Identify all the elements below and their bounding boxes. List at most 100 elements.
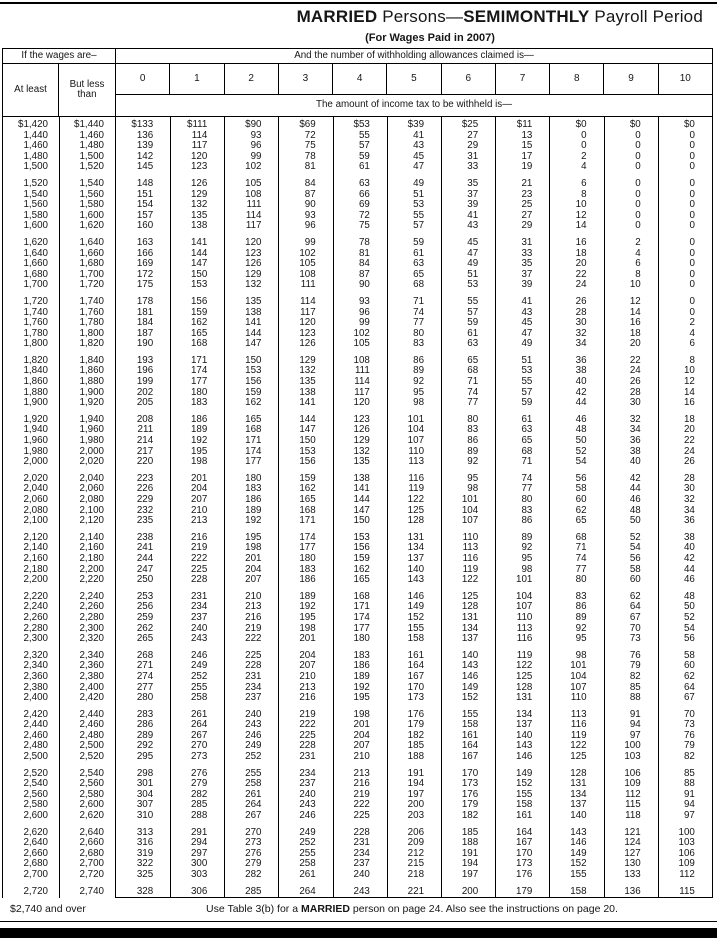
table-row: 2,120 2,140 238 216 195 174 153 131 110 89 68 52 38 (3, 532, 712, 544)
cell: 207 (190, 494, 208, 505)
cell: 231 (299, 751, 316, 763)
cell: 131 (516, 692, 533, 704)
cell: 2,540 (23, 778, 48, 790)
cell: 124 (624, 837, 641, 849)
cell: 20 (575, 258, 587, 270)
cell: 185 (407, 740, 425, 752)
cell: 41 (413, 129, 425, 141)
cell: 1,980 (23, 445, 48, 457)
grid-line (278, 117, 279, 898)
cell: 28 (683, 472, 695, 484)
cell: 223 (136, 472, 154, 484)
cell: 74 (521, 472, 533, 484)
cell: 146 (570, 837, 587, 849)
cell: $11 (516, 119, 533, 130)
cell: 123 (245, 247, 262, 259)
cell: 0 (635, 220, 641, 232)
cell: 62 (629, 590, 641, 602)
cell: 96 (250, 140, 262, 152)
cell: 96 (304, 220, 316, 232)
row-group: 2,220 2,240 253 231 210 189 168 146 125 104 83 62 48… (3, 590, 712, 645)
cell: 54 (575, 456, 587, 468)
cell: 95 (521, 552, 533, 564)
cell: 1,480 (23, 150, 48, 162)
cell: 174 (190, 365, 208, 377)
cell: 2,180 (23, 563, 48, 575)
cell: 84 (358, 258, 370, 270)
cell: 45 (413, 150, 425, 162)
cell: 1,600 (23, 220, 48, 232)
cell: 189 (190, 424, 208, 436)
cell: 116 (462, 552, 479, 564)
cell: 30 (629, 397, 641, 409)
cell: 179 (461, 799, 479, 811)
cell: 13 (521, 129, 533, 141)
cell: 182 (461, 810, 479, 822)
cell: 37 (521, 268, 533, 280)
cell: 222 (190, 552, 208, 564)
cell: 34 (575, 338, 587, 350)
grid-line (115, 117, 116, 898)
cell: 30 (575, 317, 587, 329)
cell: 67 (683, 692, 695, 704)
cell: 33 (467, 161, 479, 173)
cell: 92 (467, 456, 479, 468)
cell: 137 (516, 719, 533, 731)
cell: 101 (461, 494, 479, 505)
table-row: 2,460 2,480 289 267 246 225 204 182 161 140 119 97 7… (3, 729, 712, 742)
cell: 1,880 (23, 386, 48, 398)
cell: 0 (689, 188, 695, 200)
cell: 2,440 (23, 719, 48, 731)
cell: 71 (575, 542, 587, 554)
cell: 51 (521, 354, 533, 366)
cell: 1,540 (23, 188, 48, 200)
cell: 2,200 (23, 574, 48, 586)
table-row: 1,520 1,540 148 126 105 84 63 49 35 21 6 0 0 (3, 177, 712, 190)
cell: 42 (575, 386, 587, 398)
cell: 105 (353, 338, 370, 350)
cell: 32 (629, 413, 641, 425)
cell: 70 (629, 622, 641, 634)
cell: 98 (467, 483, 479, 495)
cell: 2,440 (79, 708, 104, 720)
cell: 270 (190, 740, 208, 752)
cell: 255 (190, 681, 208, 693)
cell: 2,380 (79, 670, 104, 682)
cell: $25 (461, 119, 479, 130)
cell: 49 (467, 258, 479, 270)
cell: 158 (516, 799, 533, 811)
table-row: 1,780 1,800 187 165 144 123 102 80 61 47 32 18 4 (3, 328, 712, 340)
cell: 210 (245, 590, 262, 602)
cell: 134 (461, 622, 479, 634)
cell: 253 (136, 590, 154, 602)
cell: 43 (413, 140, 425, 152)
cell: 211 (137, 424, 154, 436)
cell: 204 (353, 729, 370, 741)
cell: 297 (190, 847, 208, 859)
table-row: 1,620 1,640 163 141 120 99 78 59 45 31 16 2 0 (3, 237, 712, 249)
cell: 228 (245, 660, 262, 672)
cell: 57 (521, 386, 533, 398)
cell: 63 (413, 258, 425, 270)
cell: 168 (353, 590, 370, 602)
cell: 110 (408, 445, 425, 457)
cell: 2,480 (79, 729, 104, 741)
cell: 210 (353, 751, 370, 763)
table-header-top: If the wages are– And the number of with… (3, 49, 712, 64)
footer-note-text: Use Table 3(b) for a (206, 903, 301, 915)
cell: 98 (521, 563, 533, 575)
cell: 143 (516, 740, 533, 752)
cell: 1,540 (79, 177, 104, 189)
amount-withheld-header: The amount of income tax to be withheld … (315, 99, 513, 110)
cell: 12 (629, 295, 641, 307)
cell: 237 (353, 858, 370, 870)
row-group: 2,120 2,140 238 216 195 174 153 131 110 89 68 52 38 2… (3, 532, 712, 586)
cell: 119 (408, 483, 425, 495)
table-row: $1,420 $1,440 $133 $111 $90 $69 $53 $39 $25 $11 $0… (3, 119, 712, 131)
col-header-0: 0 (116, 64, 171, 94)
cell: 126 (299, 338, 316, 350)
cell: 1,700 (79, 268, 104, 280)
footer-note: Use Table 3(b) for a MARRIED person on p… (113, 903, 711, 915)
cell: 1,600 (79, 209, 104, 221)
cell: 213 (299, 681, 316, 693)
